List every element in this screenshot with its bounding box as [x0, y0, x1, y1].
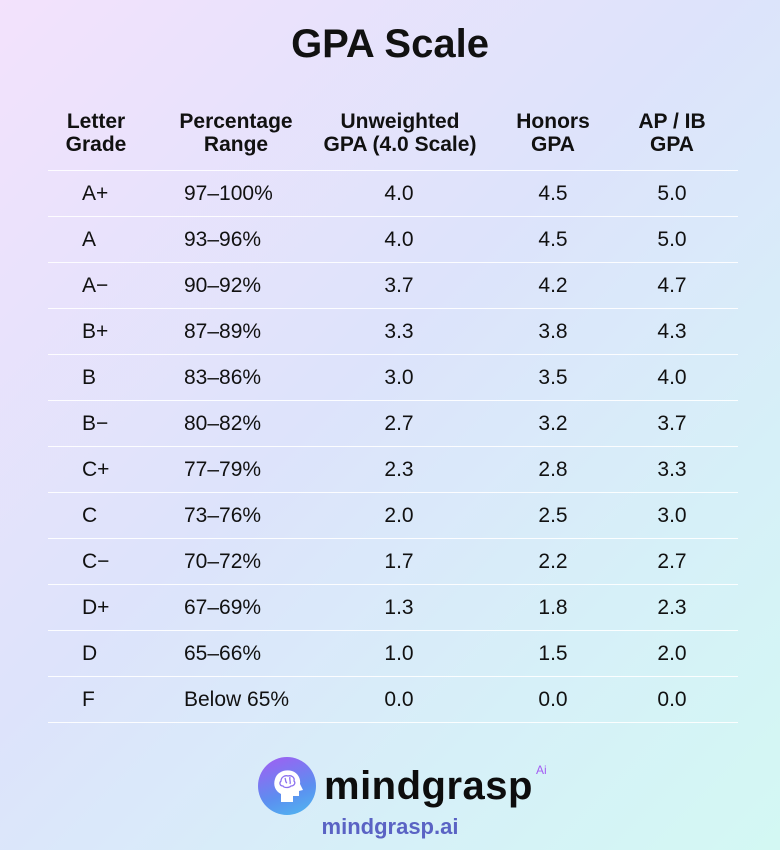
cell-unweighted-gpa: 1.7	[384, 550, 414, 573]
table-row: B− 80–82% 2.7 3.2 3.7	[48, 401, 738, 447]
cell-letter-grade: A+	[82, 182, 109, 205]
cell-letter-grade: A−	[82, 274, 109, 297]
cell-ap-ib-gpa: 2.7	[657, 550, 687, 573]
cell-percentage-range: 80–82%	[184, 412, 262, 435]
cell-unweighted-gpa: 3.0	[384, 366, 414, 389]
cell-honors-gpa: 2.5	[538, 504, 568, 527]
page-title: GPA Scale	[291, 22, 489, 66]
cell-unweighted-gpa: 3.3	[384, 320, 414, 343]
table-header: Letter Grade Percentage Range Unweighted GP…	[48, 108, 738, 171]
cell-percentage-range: Below 65%	[184, 688, 290, 711]
cell-honors-gpa: 4.2	[538, 274, 568, 297]
cell-percentage-range: 87–89%	[184, 320, 262, 343]
cell-percentage-range: 70–72%	[184, 550, 262, 573]
brand-name: mindgrasp	[324, 763, 533, 808]
table-row: A+ 97–100% 4.0 4.5 5.0	[48, 171, 738, 217]
cell-letter-grade: C	[82, 504, 98, 527]
header-unweighted-gpa: Unweighted GPA (4.0 Scale)	[323, 110, 477, 156]
cell-percentage-range: 90–92%	[184, 274, 262, 297]
cell-unweighted-gpa: 2.0	[384, 504, 414, 527]
cell-percentage-range: 83–86%	[184, 366, 262, 389]
cell-unweighted-gpa: 3.7	[384, 274, 414, 297]
cell-percentage-range: 97–100%	[184, 182, 273, 205]
cell-unweighted-gpa: 0.0	[384, 688, 414, 711]
cell-letter-grade: A	[82, 228, 97, 251]
cell-honors-gpa: 4.5	[538, 182, 568, 205]
cell-honors-gpa: 2.2	[538, 550, 568, 573]
table-row: C 73–76% 2.0 2.5 3.0	[48, 493, 738, 539]
table-row: B+ 87–89% 3.3 3.8 4.3	[48, 309, 738, 355]
header-ap-ib-gpa: AP / IB GPA	[638, 110, 706, 156]
table-row: B 83–86% 3.0 3.5 4.0	[48, 355, 738, 401]
cell-letter-grade: F	[82, 688, 95, 711]
cell-honors-gpa: 4.5	[538, 228, 568, 251]
table-row: C+ 77–79% 2.3 2.8 3.3	[48, 447, 738, 493]
table-row: D 65–66% 1.0 1.5 2.0	[48, 631, 738, 677]
cell-ap-ib-gpa: 3.7	[657, 412, 687, 435]
cell-percentage-range: 77–79%	[184, 458, 262, 481]
cell-honors-gpa: 3.5	[538, 366, 568, 389]
cell-honors-gpa: 0.0	[538, 688, 568, 711]
website-link[interactable]: mindgrasp.ai	[321, 814, 459, 839]
cell-letter-grade: D+	[82, 596, 110, 619]
header-percentage-range: Percentage Range	[179, 110, 293, 156]
brand-suffix: Ai	[535, 763, 547, 777]
header-honors-gpa: Honors GPA	[516, 110, 590, 156]
cell-unweighted-gpa: 4.0	[384, 228, 414, 251]
cell-honors-gpa: 1.5	[538, 642, 568, 665]
cell-letter-grade: B−	[82, 412, 109, 435]
header-letter-grade: Letter Grade	[65, 110, 127, 156]
cell-honors-gpa: 3.2	[538, 412, 568, 435]
table-row: F Below 65% 0.0 0.0 0.0	[48, 677, 738, 723]
cell-unweighted-gpa: 2.7	[384, 412, 414, 435]
mindgrasp-logo: mindgrasp Ai	[258, 757, 547, 815]
table-row: D+ 67–69% 1.3 1.8 2.3	[48, 585, 738, 631]
cell-ap-ib-gpa: 4.0	[657, 366, 687, 389]
cell-unweighted-gpa: 1.0	[384, 642, 414, 665]
cell-ap-ib-gpa: 5.0	[657, 228, 687, 251]
cell-unweighted-gpa: 1.3	[384, 596, 414, 619]
gpa-table: Letter Grade Percentage Range Unweighted GP…	[48, 108, 738, 723]
cell-honors-gpa: 2.8	[538, 458, 568, 481]
cell-ap-ib-gpa: 2.3	[657, 596, 687, 619]
cell-honors-gpa: 1.8	[538, 596, 568, 619]
cell-unweighted-gpa: 2.3	[384, 458, 414, 481]
cell-percentage-range: 67–69%	[184, 596, 262, 619]
cell-letter-grade: D	[82, 642, 98, 665]
head-brain-icon	[258, 757, 316, 815]
table-row: C− 70–72% 1.7 2.2 2.7	[48, 539, 738, 585]
cell-letter-grade: C−	[82, 550, 110, 573]
cell-unweighted-gpa: 4.0	[384, 182, 414, 205]
cell-letter-grade: B+	[82, 320, 109, 343]
cell-letter-grade: B	[82, 366, 97, 389]
cell-ap-ib-gpa: 0.0	[657, 688, 687, 711]
cell-honors-gpa: 3.8	[538, 320, 568, 343]
cell-percentage-range: 65–66%	[184, 642, 262, 665]
table-row: A− 90–92% 3.7 4.2 4.7	[48, 263, 738, 309]
cell-percentage-range: 93–96%	[184, 228, 262, 251]
cell-ap-ib-gpa: 3.0	[657, 504, 687, 527]
cell-ap-ib-gpa: 3.3	[657, 458, 687, 481]
cell-letter-grade: C+	[82, 458, 110, 481]
cell-ap-ib-gpa: 4.3	[657, 320, 687, 343]
cell-ap-ib-gpa: 5.0	[657, 182, 687, 205]
cell-percentage-range: 73–76%	[184, 504, 262, 527]
cell-ap-ib-gpa: 2.0	[657, 642, 687, 665]
table-row: A 93–96% 4.0 4.5 5.0	[48, 217, 738, 263]
cell-ap-ib-gpa: 4.7	[657, 274, 687, 297]
